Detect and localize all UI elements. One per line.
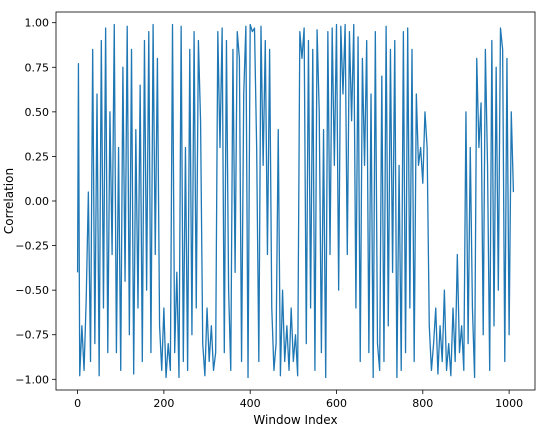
x-tick-label: 600 — [326, 397, 347, 410]
y-tick-label: 0.50 — [25, 106, 50, 119]
x-tick-label: 200 — [153, 397, 174, 410]
y-axis: −1.00 −0.75 −0.50 −0.25 0.00 0.25 0.50 0.75 1.00 — [15, 17, 56, 386]
x-axis-label: Window Index — [253, 413, 337, 427]
series-layer — [76, 23, 515, 379]
y-tick-label: 1.00 — [25, 17, 50, 30]
y-tick-label: −0.75 — [15, 329, 49, 342]
y-axis-label: Correlation — [2, 168, 16, 234]
y-tick-label: 0.75 — [25, 61, 50, 74]
y-tick-label: −1.00 — [15, 373, 49, 386]
x-tick-label: 0 — [74, 397, 81, 410]
y-tick-label: −0.25 — [15, 240, 49, 253]
y-tick-label: 0.00 — [25, 195, 50, 208]
y-tick-label: 0.25 — [25, 150, 50, 163]
series-line-0 — [76, 23, 515, 379]
x-axis: 0 200 400 600 800 1000 — [74, 390, 523, 410]
x-tick-label: 800 — [412, 397, 433, 410]
x-tick-label: 400 — [240, 397, 261, 410]
y-tick-label: −0.50 — [15, 284, 49, 297]
x-tick-label: 1000 — [495, 397, 523, 410]
